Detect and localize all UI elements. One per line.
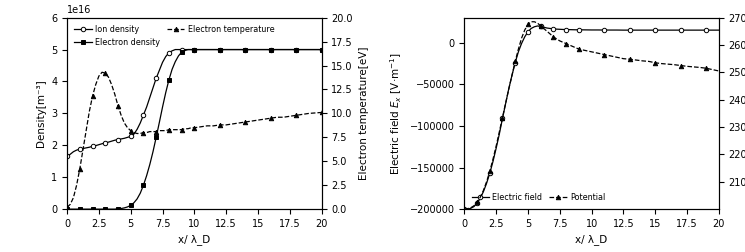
Electric field [559,28,568,31]
Electric field [466,207,475,210]
Electron density [101,208,110,211]
Electric field [533,24,542,27]
Y-axis label: Density[m⁻³]: Density[m⁻³] [36,80,45,147]
Potential [559,41,568,44]
Electron temperature [63,206,72,209]
Potential [507,74,516,77]
X-axis label: x/ λ_D: x/ λ_D [575,234,608,245]
Potential [466,206,475,209]
Ion density [63,155,72,158]
Line: Electric field: Electric field [462,24,721,211]
Electron temperature [317,111,326,114]
Ion density [107,140,116,143]
X-axis label: x/ λ_D: x/ λ_D [178,234,211,245]
Electric field [479,190,488,193]
Electron temperature [273,116,282,119]
Electron temperature [104,76,113,79]
Electron density [107,208,116,211]
Ion density [180,48,189,51]
Ion density [317,48,326,51]
Ion density [273,48,282,51]
Electric field [714,29,723,32]
Electric field [489,160,498,163]
Line: Electron temperature: Electron temperature [65,70,324,209]
Potential [479,189,488,192]
Electron density [165,78,174,81]
Electric field [507,74,516,77]
Legend: Ion density, Electron density, Electron temperature: Ion density, Electron density, Electron … [71,22,277,50]
Electric field [460,208,469,211]
Electron temperature [180,127,189,130]
Y-axis label: Electric field $E_x$ [V·m$^{-1}$]: Electric field $E_x$ [V·m$^{-1}$] [388,52,404,175]
Ion density [171,48,180,51]
Electron density [130,201,139,204]
Potential [714,70,723,73]
Ion density [101,141,110,144]
Line: Potential: Potential [462,19,721,211]
Ion density [130,133,139,136]
Ion density [165,51,174,54]
Electron temperature [110,93,119,96]
Line: Ion density: Ion density [65,47,324,159]
Potential [489,158,498,161]
Electron density [183,48,192,51]
Electron temperature [133,132,142,135]
Potential [619,57,628,60]
Electron density [273,48,282,51]
Electron density [177,51,186,54]
Line: Electron density: Electron density [65,47,324,211]
Y-axis label: Electron temperature[eV]: Electron temperature[eV] [358,47,369,180]
Electron temperature [168,128,177,131]
Electron density [317,48,326,51]
Electron density [63,208,72,211]
Electric field [619,29,628,32]
Legend: Electric field, Potential: Electric field, Potential [469,190,609,205]
Electron temperature [98,71,107,74]
Potential [460,208,469,211]
Potential [527,20,536,23]
